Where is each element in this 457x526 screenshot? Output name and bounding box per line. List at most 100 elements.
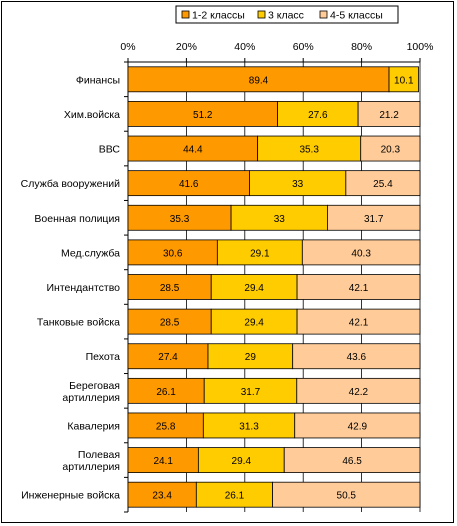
data-label: 42.1 <box>349 283 369 294</box>
data-label: 25.4 <box>373 179 393 190</box>
bar-segment-3 <box>301 239 421 266</box>
data-label: 33 <box>274 214 286 225</box>
category-label: Кавалерия <box>67 420 120 432</box>
bar-segment-3 <box>296 274 421 300</box>
bar-segment-1 <box>127 308 212 335</box>
bar-segment-1 <box>127 343 209 370</box>
bar-segment-3 <box>345 170 421 197</box>
category-label: Береговая <box>69 380 120 392</box>
category-label: ВВС <box>99 144 121 156</box>
category-label: Мед.служба <box>61 247 120 259</box>
bar-segment-2 <box>388 66 419 93</box>
category-label: Интендантство <box>47 282 121 294</box>
data-label: 29 <box>245 352 257 363</box>
data-label: 29.4 <box>232 456 252 467</box>
category-label: Танковые войска <box>37 317 120 329</box>
data-label: 89.4 <box>249 75 269 86</box>
category-label: Полевая <box>78 449 120 461</box>
data-label: 28.5 <box>160 318 180 329</box>
bar-segment-3 <box>360 135 421 162</box>
bar-segment-1 <box>127 412 204 439</box>
category-label: артиллерия <box>62 461 120 473</box>
data-label: 33 <box>292 179 304 190</box>
x-tick-label: 60% <box>293 41 314 53</box>
x-tick-label: 20% <box>176 41 197 53</box>
data-label: 46.5 <box>342 456 362 467</box>
bar-segment-2 <box>230 204 328 231</box>
data-label: 31.7 <box>364 214 384 225</box>
bar-segment-1 <box>127 481 197 508</box>
bar-segment-2 <box>195 481 273 508</box>
data-label: 50.5 <box>337 491 357 502</box>
data-label: 31.7 <box>241 387 261 398</box>
x-tick-label: 0% <box>120 41 135 53</box>
bar-segment-2 <box>197 447 285 473</box>
data-label: 44.4 <box>183 145 203 156</box>
bar-segment-2 <box>210 274 298 300</box>
data-label: 28.5 <box>160 283 180 294</box>
legend-swatch-2 <box>257 10 266 19</box>
data-label: 30.6 <box>163 248 183 259</box>
data-label: 35.3 <box>170 214 190 225</box>
bar-segment-3 <box>296 377 421 404</box>
data-label: 26.1 <box>156 387 176 398</box>
category-label: артиллерия <box>62 392 120 404</box>
data-label: 26.1 <box>225 491 245 502</box>
bar-segment-2 <box>257 135 362 162</box>
data-label: 35.3 <box>299 145 319 156</box>
data-label: 20.3 <box>381 145 401 156</box>
data-label: 21.2 <box>379 110 399 121</box>
data-label: 27.6 <box>308 110 328 121</box>
legend-swatch-1 <box>181 10 190 19</box>
data-label: 27.4 <box>158 352 178 363</box>
data-label: 41.6 <box>179 179 199 190</box>
bar-segment-2 <box>202 412 296 439</box>
x-tick-label: 40% <box>234 41 255 53</box>
bar-segment-3 <box>292 343 421 370</box>
bar-segment-2 <box>207 343 294 370</box>
bar-segment-1 <box>127 135 259 162</box>
data-label: 51.2 <box>193 110 213 121</box>
bar-segment-1 <box>127 239 218 266</box>
bar-segment-2 <box>210 308 298 335</box>
data-label: 42.9 <box>348 421 368 432</box>
bar-segment-1 <box>127 204 232 231</box>
legend-label-3: 4-5 классы <box>330 10 383 22</box>
legend-swatch-3 <box>319 10 328 19</box>
data-label: 23.4 <box>152 491 172 502</box>
data-label: 29.4 <box>244 283 264 294</box>
bar-segment-1 <box>127 274 212 300</box>
x-tick-label: 100% <box>407 41 434 53</box>
x-tick-label: 80% <box>351 41 372 53</box>
bar-segment-3 <box>294 412 421 439</box>
category-label: Военная полиция <box>34 213 120 225</box>
data-label: 10.1 <box>394 75 414 86</box>
bar-segment-1 <box>127 447 199 473</box>
category-label: Финансы <box>76 74 120 86</box>
bar-segment-3 <box>296 308 421 335</box>
data-label: 42.2 <box>349 387 369 398</box>
bar-segment-3 <box>283 447 421 473</box>
legend-box <box>175 5 399 24</box>
data-label: 24.1 <box>153 456 173 467</box>
legend-label-1: 1-2 классы <box>192 10 245 22</box>
data-label: 43.6 <box>347 352 367 363</box>
data-label: 29.1 <box>250 248 270 259</box>
bar-segment-3 <box>272 481 421 508</box>
bar-segment-1 <box>127 101 278 127</box>
bar-segment-3 <box>327 204 421 231</box>
bar-segment-3 <box>357 101 421 127</box>
category-label: Пехота <box>86 351 121 363</box>
data-label: 40.3 <box>351 248 371 259</box>
category-label: Инженерные войска <box>21 490 120 502</box>
bar-segment-1 <box>127 377 205 404</box>
legend-label-2: 3 класс <box>268 10 304 22</box>
data-label: 29.4 <box>244 318 264 329</box>
category-label: Служба вооружений <box>21 178 121 190</box>
data-label: 31.3 <box>239 421 259 432</box>
bar-segment-2 <box>277 101 359 127</box>
bar-segment-2 <box>203 377 298 404</box>
category-label: Хим.войска <box>64 109 120 121</box>
data-label: 25.8 <box>156 421 176 432</box>
